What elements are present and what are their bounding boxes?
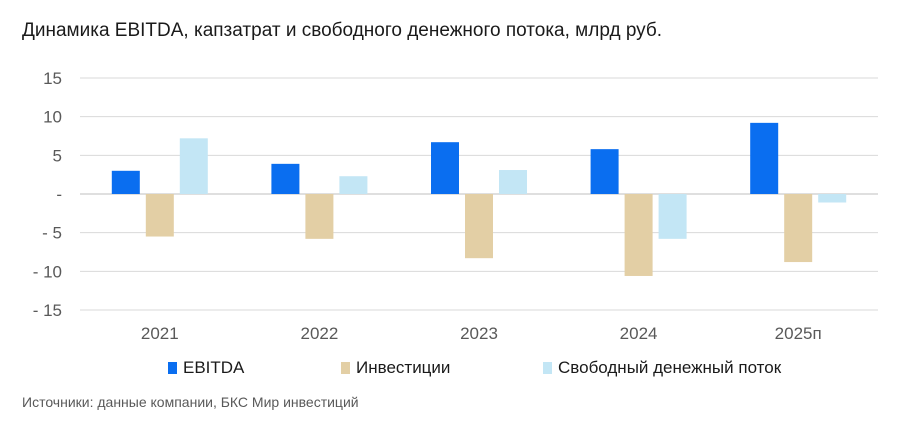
legend-swatch-investments <box>341 362 350 374</box>
y-tick-label: - <box>56 185 62 204</box>
bar-ebitda-2025п <box>750 122 779 194</box>
y-tick-label: 5 <box>53 146 62 165</box>
legend: EBITDA Инвестиции Свободный денежный пот… <box>0 358 905 382</box>
bar-ebitda-2021 <box>111 170 140 194</box>
bar-ebitda-2022 <box>271 163 300 194</box>
legend-item-investments: Инвестиции <box>341 358 450 378</box>
bar-fcf-2021 <box>179 138 208 194</box>
x-tick-label: 2021 <box>141 324 179 343</box>
bars <box>111 122 847 276</box>
source-note: Источники: данные компании, БКС Мир инве… <box>22 394 359 410</box>
legend-label-ebitda: EBITDA <box>183 358 245 377</box>
bar-fcf-2024 <box>658 194 687 239</box>
y-axis-ticks: 15 10 5 - - 5 - 10 - 15 <box>33 69 62 320</box>
bar-fcf-2023 <box>499 170 527 194</box>
bar-investments-2025п <box>784 194 813 263</box>
bar-ebitda-2024 <box>590 149 619 194</box>
bar-investments-2021 <box>145 194 174 237</box>
bar-investments-2023 <box>465 194 493 259</box>
legend-item-ebitda: EBITDA <box>168 358 244 378</box>
legend-label-fcf: Свободный денежный поток <box>558 358 782 377</box>
y-tick-label: - 5 <box>42 224 62 243</box>
x-tick-label: 2023 <box>460 324 498 343</box>
x-tick-label: 2022 <box>300 324 338 343</box>
bar-fcf-2025п <box>818 194 847 203</box>
bar-chart: 15 10 5 - - 5 - 10 - 15 2021 2022 2023 2024 2025п <box>33 69 878 343</box>
legend-swatch-fcf <box>543 362 552 374</box>
legend-item-fcf: Свободный денежный поток <box>543 358 781 378</box>
y-tick-label: - 10 <box>33 262 62 281</box>
x-axis-ticks: 2021 2022 2023 2024 2025п <box>141 324 822 343</box>
legend-swatch-ebitda <box>168 362 177 374</box>
y-tick-label: 15 <box>43 69 62 88</box>
chart-title: Динамика EBITDA, капзатрат и свободного … <box>22 20 663 41</box>
bar-investments-2022 <box>305 194 334 239</box>
x-tick-label: 2025п <box>775 324 822 343</box>
y-tick-label: 10 <box>43 108 62 127</box>
legend-label-investments: Инвестиции <box>356 358 451 377</box>
x-tick-label: 2024 <box>620 324 658 343</box>
bar-ebitda-2023 <box>431 142 459 194</box>
bar-fcf-2022 <box>339 176 368 194</box>
bar-investments-2024 <box>624 194 653 276</box>
y-tick-label: - 15 <box>33 301 62 320</box>
